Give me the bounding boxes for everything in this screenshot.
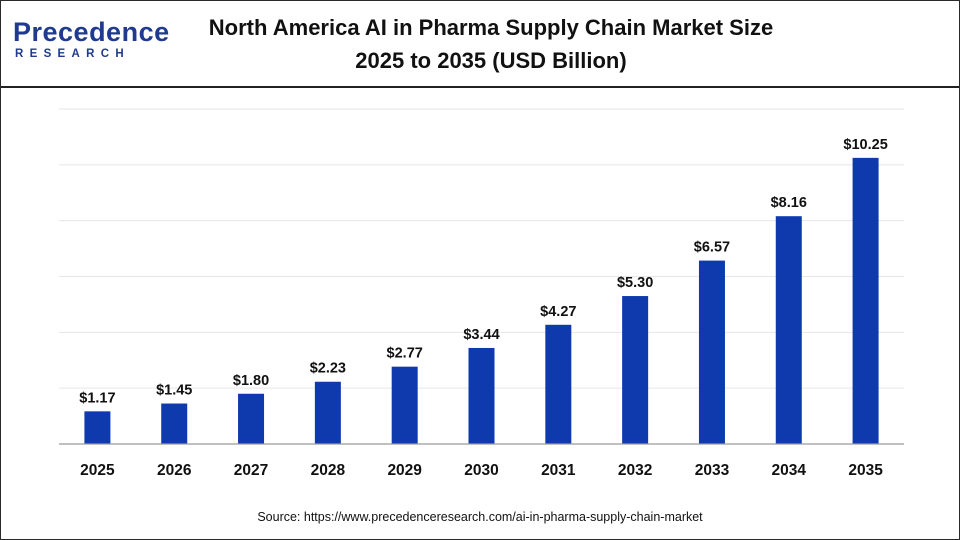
data-label: $1.80: [233, 373, 269, 389]
x-tick-label: 2033: [695, 462, 730, 479]
bar: [698, 260, 725, 444]
x-tick-label: 2031: [541, 462, 576, 479]
data-label: $1.17: [79, 390, 115, 406]
bar: [545, 324, 572, 444]
data-label: $3.44: [463, 327, 499, 343]
chart-title: North America AI in Pharma Supply Chain …: [208, 15, 774, 40]
data-label: $2.77: [387, 346, 423, 362]
x-tick-label: 2030: [464, 462, 498, 479]
bar: [238, 393, 265, 444]
data-label: $8.16: [771, 195, 807, 211]
data-label: $6.57: [694, 240, 730, 256]
bar: [391, 366, 418, 444]
x-tick-label: 2026: [157, 462, 192, 479]
x-tick-label: 2029: [387, 462, 422, 479]
x-tick-label: 2028: [311, 462, 346, 479]
x-tick-label: 2027: [234, 462, 268, 479]
data-label: $10.25: [843, 137, 887, 153]
data-label: $1.45: [156, 383, 192, 399]
bar: [852, 157, 879, 444]
bar: [314, 381, 341, 444]
x-tick-label: 2034: [772, 462, 807, 479]
x-tick-label: 2025: [80, 462, 115, 479]
source-note: Source: https://www.precedenceresearch.c…: [257, 510, 703, 524]
x-tick-label: 2032: [618, 462, 652, 479]
bar: [622, 296, 649, 444]
bar: [468, 347, 495, 444]
bar: [161, 403, 188, 444]
bar: [84, 411, 111, 444]
logo-subtext: RESEARCH: [15, 48, 130, 60]
header: Precedence RESEARCH North America AI in …: [1, 1, 959, 88]
data-label: $4.27: [540, 304, 576, 320]
logo-wordmark: Precedence: [13, 17, 170, 47]
data-label: $2.23: [310, 361, 346, 377]
bar: [775, 216, 802, 444]
brand-logo: Precedence RESEARCH: [13, 17, 169, 65]
x-tick-label: 2035: [848, 462, 883, 479]
data-label: $5.30: [617, 275, 653, 291]
chart-title-block: North America AI in Pharma Supply Chain …: [181, 11, 801, 77]
chart-subtitle: 2025 to 2035 (USD Billion): [355, 48, 627, 73]
